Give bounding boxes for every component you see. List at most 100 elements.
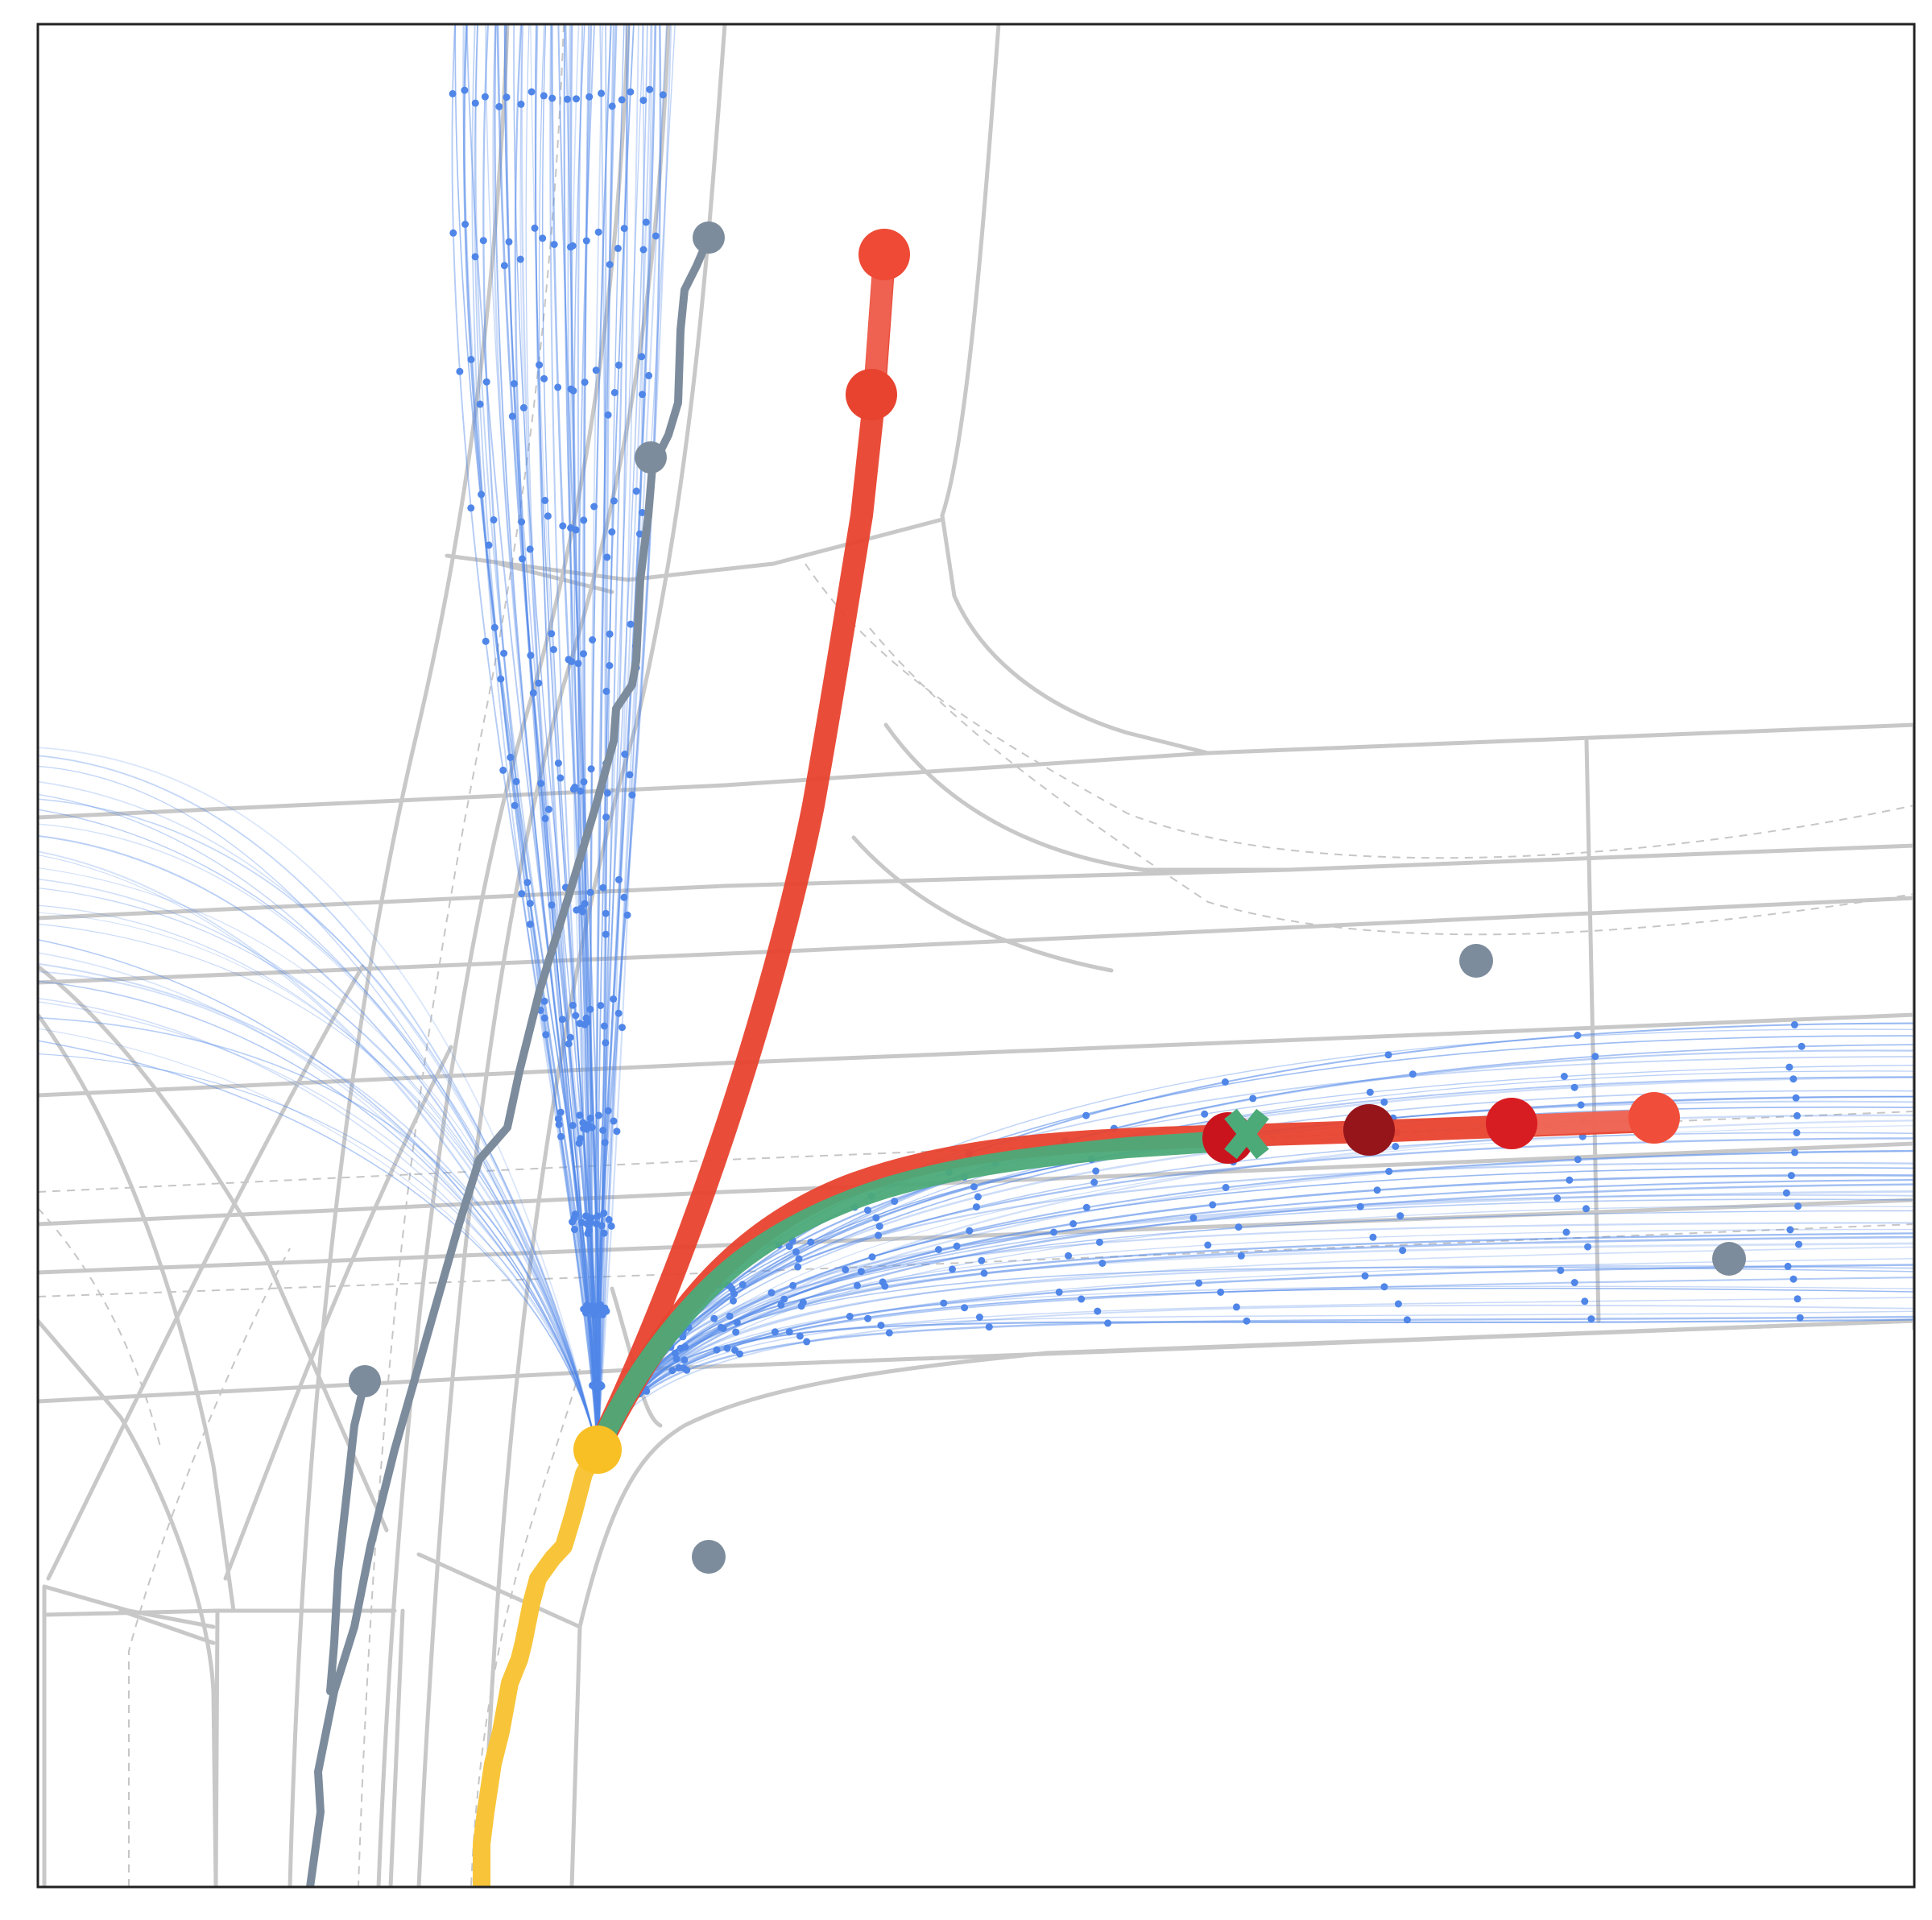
candidate-waypoint	[526, 545, 534, 553]
candidate-waypoint	[1574, 1156, 1582, 1164]
agent-track	[306, 234, 713, 1887]
candidate-waypoint	[681, 1356, 689, 1364]
candidate-waypoint	[794, 1263, 802, 1271]
candidate-waypoint	[872, 1214, 880, 1222]
candidate-waypoint	[796, 1332, 804, 1340]
candidate-waypoint	[557, 1132, 565, 1140]
candidate-waypoint	[449, 89, 457, 97]
candidate-trajectory	[38, 997, 598, 1450]
candidate-waypoint	[1217, 1289, 1225, 1296]
candidate-waypoint	[580, 778, 588, 786]
candidate-trajectory	[482, 24, 599, 1450]
candidate-waypoint	[586, 1005, 594, 1013]
candidate-waypoint	[535, 679, 543, 687]
candidate-waypoint	[527, 652, 535, 660]
candidate-waypoint	[646, 85, 654, 93]
candidate-waypoint	[476, 400, 484, 408]
candidate-waypoint	[1562, 1228, 1570, 1236]
candidate-waypoint	[1577, 1101, 1585, 1109]
candidate-waypoint	[540, 374, 548, 383]
candidate-waypoint	[1553, 1194, 1562, 1202]
candidate-waypoint	[803, 1338, 811, 1346]
candidate-trajectory	[38, 1001, 598, 1450]
candidate-waypoint	[559, 522, 567, 530]
candidate-waypoint	[738, 1281, 747, 1289]
road-edge	[569, 1624, 582, 1887]
candidate-waypoint	[623, 911, 631, 919]
candidate-waypoint	[1385, 1168, 1393, 1175]
candidate-waypoint	[875, 1223, 883, 1230]
agent-dot	[1459, 944, 1493, 978]
candidate-trajectory	[494, 24, 598, 1450]
candidate-waypoint	[1786, 1226, 1794, 1234]
candidate-waypoint	[518, 518, 526, 526]
candidate-waypoint	[792, 1248, 800, 1256]
candidate-waypoint	[564, 95, 571, 103]
road-edge	[42, 1584, 216, 1629]
candidate-waypoint	[1789, 1275, 1798, 1283]
candidate-trajectory	[597, 24, 625, 1450]
road-edge	[38, 896, 1914, 985]
candidate-waypoint	[606, 630, 614, 638]
candidate-waypoint	[605, 1215, 613, 1223]
candidate-trajectory	[596, 24, 672, 1450]
candidate-waypoint	[620, 225, 628, 233]
candidate-trajectory	[596, 24, 615, 1450]
road-edge	[388, 1608, 405, 1887]
candidate-waypoint	[1222, 1184, 1230, 1191]
candidate-waypoint	[567, 385, 575, 393]
candidate-waypoint	[539, 234, 547, 242]
candidate-waypoint	[507, 753, 515, 761]
candidate-waypoint	[975, 1314, 983, 1321]
candidate-waypoint	[780, 1295, 788, 1303]
candidate-waypoint	[1798, 1042, 1806, 1050]
candidate-waypoint	[877, 1322, 885, 1330]
candidate-waypoint	[1094, 1307, 1102, 1315]
candidate-waypoint	[1794, 1202, 1802, 1210]
candidate-waypoint	[949, 1265, 956, 1273]
candidate-waypoint	[1396, 1212, 1405, 1220]
candidate-trajectory	[594, 24, 607, 1450]
candidate-waypoint	[517, 100, 525, 108]
candidate-waypoint	[601, 1139, 609, 1147]
candidate-waypoint	[1369, 1233, 1377, 1241]
candidate-waypoint	[639, 391, 646, 399]
candidate-waypoint	[582, 237, 590, 245]
candidate-waypoint	[1392, 1143, 1400, 1150]
candidate-waypoint	[1557, 1266, 1565, 1274]
candidate-waypoint	[499, 766, 507, 774]
candidate-waypoint	[614, 361, 623, 369]
candidate-waypoint	[568, 657, 576, 665]
candidate-waypoint	[1792, 1094, 1800, 1102]
candidate-trajectory	[596, 24, 657, 1450]
candidate-waypoint	[1570, 1083, 1578, 1091]
candidate-trajectory	[514, 24, 599, 1450]
candidate-waypoint	[600, 1229, 608, 1237]
candidate-waypoint	[600, 1209, 608, 1217]
candidate-waypoint	[599, 1127, 607, 1134]
candidate-trajectory	[474, 24, 598, 1450]
candidate-trajectory	[38, 1040, 598, 1450]
road-edge	[38, 1318, 218, 1887]
road-edge	[497, 561, 614, 594]
road-edge	[38, 843, 1914, 921]
candidate-waypoint	[627, 88, 635, 96]
candidate-waypoint	[540, 997, 548, 1005]
candidate-trajectory	[38, 980, 598, 1450]
candidate-waypoint	[1409, 1070, 1417, 1078]
candidate-waypoint	[1566, 1176, 1574, 1184]
candidate-waypoint	[608, 102, 616, 110]
candidate-waypoint	[608, 528, 616, 536]
candidate-waypoint	[594, 228, 602, 236]
candidate-waypoint	[621, 751, 629, 758]
candidate-waypoint	[602, 687, 610, 695]
candidate-waypoint	[799, 1298, 807, 1306]
candidate-waypoint	[516, 255, 524, 263]
candidate-waypoint	[531, 224, 539, 232]
candidate-waypoint	[602, 813, 610, 821]
candidate-waypoint	[558, 1016, 566, 1024]
candidate-trajectory	[38, 904, 598, 1450]
candidate-waypoint	[1104, 1319, 1112, 1327]
candidate-trajectory	[471, 24, 598, 1450]
